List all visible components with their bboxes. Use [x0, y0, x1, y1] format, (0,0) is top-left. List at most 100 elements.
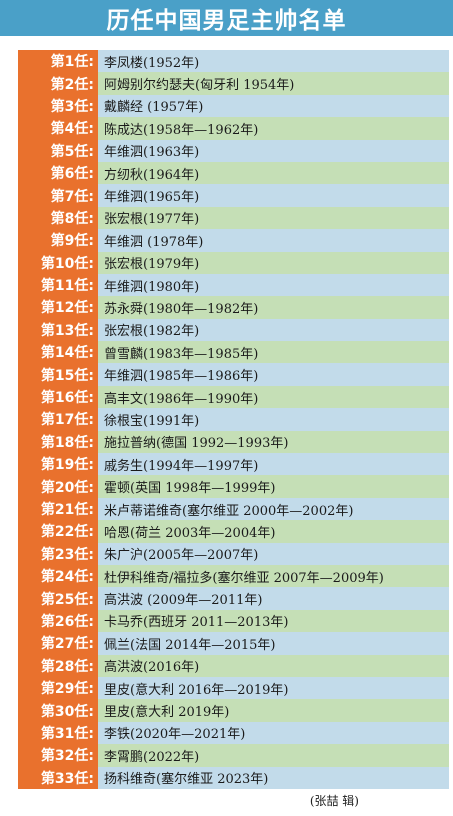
coach-number-label: 第18任: [18, 430, 98, 454]
coach-name: 方纫秋(1964年) [104, 167, 200, 183]
coach-row: 第15任: 年维泗(1985年—1986年) [18, 363, 449, 386]
coach-row: 第21任: 米卢蒂诺维奇(塞尔维亚 2000年—2002年) [18, 497, 449, 521]
coach-name: 戚务生(1994年—1997年) [104, 458, 259, 474]
coach-name: 扬科维奇(塞尔维亚 2023年) [104, 772, 269, 788]
coach-number-label: 第11任: [18, 273, 98, 297]
coach-number-label: 第19任: [18, 453, 98, 476]
coach-row: 第29任: 里皮(意大利 2016年—2019年) [18, 676, 449, 700]
coach-row: 第28任: 高洪波(2016年) [18, 654, 449, 677]
coach-name: 里皮(意大利 2016年—2019年) [104, 682, 289, 698]
coach-row: 第17任: 徐根宝(1991年) [18, 408, 449, 431]
coach-row: 第18任: 施拉普纳(德国 1992—1993年) [18, 430, 449, 454]
coach-number-label: 第14任: [18, 341, 98, 364]
coach-row: 第10任: 张宏根(1979年) [18, 251, 449, 274]
coach-number-label: 第31任: [18, 721, 98, 745]
coach-number-label: 第29任: [18, 676, 98, 700]
coach-row: 第30任: 里皮(意大利 2019年) [18, 699, 449, 722]
page-title: 历任中国男足主帅名单 [0, 0, 453, 36]
coach-name: 李霄鹏(2022年) [104, 749, 200, 765]
coach-row: 第7任: 年维泗(1965年) [18, 184, 449, 207]
coach-number-label: 第30任: [18, 699, 98, 722]
coach-name: 年维泗 (1978年) [104, 234, 204, 250]
coach-row: 第13任: 张宏根(1982年) [18, 318, 449, 342]
coach-row: 第22任: 哈恩(荷兰 2003年—2004年) [18, 520, 449, 543]
coach-row: 第26任: 卡马乔(西班牙 2011—2013年) [18, 609, 449, 633]
coach-number-label: 第24任: [18, 564, 98, 588]
coach-number-label: 第21任: [18, 497, 98, 521]
coach-name: 年维泗(1963年) [104, 145, 200, 161]
coach-name: 佩兰(法国 2014年—2015年) [104, 637, 276, 653]
coach-number-label: 第23任: [18, 542, 98, 565]
coach-name: 张宏根(1982年) [104, 324, 200, 340]
coach-number-label: 第8任: [18, 206, 98, 230]
coach-number-label: 第32任: [18, 744, 98, 767]
coach-number-label: 第15任: [18, 363, 98, 386]
coach-row: 第4任: 陈成达(1958年—1962年) [18, 117, 449, 140]
coach-number-label: 第25任: [18, 587, 98, 610]
coach-row: 第33任: 扬科维奇(塞尔维亚 2023年) [18, 766, 449, 789]
coach-number-label: 第20任: [18, 475, 98, 498]
coach-name: 哈恩(荷兰 2003年—2004年) [104, 525, 276, 541]
coach-name: 苏永舜(1980年—1982年) [104, 301, 259, 317]
coach-name: 卡马乔(西班牙 2011—2013年) [104, 615, 289, 631]
coach-name: 高洪波(2016年) [104, 660, 200, 676]
coach-number-label: 第2任: [18, 72, 98, 95]
coach-number-label: 第7任: [18, 184, 98, 207]
coach-row: 第32任: 李霄鹏(2022年) [18, 744, 449, 767]
coach-number-label: 第9任: [18, 229, 98, 252]
coach-number-label: 第12任: [18, 296, 98, 319]
coach-number-label: 第22任: [18, 520, 98, 543]
coach-row: 第31任: 李铁(2020年—2021年) [18, 721, 449, 745]
coach-number-label: 第1任: [18, 50, 98, 73]
coach-number-label: 第10任: [18, 251, 98, 274]
coach-row: 第25任: 高洪波 (2009年—2011年) [18, 587, 449, 610]
coach-number-label: 第33任: [18, 766, 98, 789]
coach-row: 第9任: 年维泗 (1978年) [18, 229, 449, 252]
coach-row: 第14任: 曾雪麟(1983年—1985年) [18, 341, 449, 364]
coach-number-label: 第6任: [18, 161, 98, 185]
coach-row: 第11任: 年维泗(1980年) [18, 273, 449, 297]
coach-row: 第6任: 方纫秋(1964年) [18, 161, 449, 185]
coach-name: 徐根宝(1991年) [104, 413, 200, 429]
coach-number-label: 第16任: [18, 385, 98, 409]
coach-row: 第12任: 苏永舜(1980年—1982年) [18, 296, 449, 319]
coach-name: 李凤楼(1952年) [104, 55, 200, 71]
coach-number-label: 第26任: [18, 609, 98, 633]
coach-name: 戴麟经 (1957年) [104, 100, 204, 116]
coach-name: 阿姆别尔约瑟夫(匈牙利 1954年) [104, 78, 295, 94]
editor-credit: (张喆 辑) [309, 794, 359, 808]
coach-row: 第23任: 朱广沪(2005年—2007年) [18, 542, 449, 565]
coach-name: 年维泗(1965年) [104, 190, 200, 206]
coach-row: 第20任: 霍顿(英国 1998年—1999年) [18, 475, 449, 498]
coach-number-label: 第4任: [18, 117, 98, 140]
coach-row: 第1任: 李凤楼(1952年) [18, 50, 449, 73]
coach-name: 年维泗(1980年) [104, 279, 200, 295]
coach-name: 霍顿(英国 1998年—1999年) [104, 481, 276, 497]
coach-row: 第19任: 戚务生(1994年—1997年) [18, 453, 449, 476]
coach-row: 第24任: 杜伊科维奇/福拉多(塞尔维亚 2007年—2009年) [18, 564, 449, 588]
coach-number-label: 第28任: [18, 654, 98, 677]
coach-name: 施拉普纳(德国 1992—1993年) [104, 436, 289, 452]
coach-name: 朱广沪(2005年—2007年) [104, 548, 259, 564]
coach-row: 第3任: 戴麟经 (1957年) [18, 94, 449, 118]
coach-name: 张宏根(1977年) [104, 212, 200, 228]
page-title-text: 历任中国男足主帅名单 [106, 8, 347, 34]
coach-name: 曾雪麟(1983年—1985年) [104, 346, 259, 362]
coach-name: 里皮(意大利 2019年) [104, 705, 230, 721]
coach-name: 张宏根(1979年) [104, 257, 200, 273]
coach-number-label: 第27任: [18, 632, 98, 655]
coach-name: 李铁(2020年—2021年) [104, 727, 246, 743]
coach-name: 陈成达(1958年—1962年) [104, 122, 259, 138]
coach-number-label: 第5任: [18, 139, 98, 162]
coach-name: 年维泗(1985年—1986年) [104, 369, 259, 385]
coach-name: 米卢蒂诺维奇(塞尔维亚 2000年—2002年) [104, 503, 354, 519]
coach-name: 高洪波 (2009年—2011年) [104, 593, 263, 609]
coach-row: 第5任: 年维泗(1963年) [18, 139, 449, 162]
coach-row: 第27任: 佩兰(法国 2014年—2015年) [18, 632, 449, 655]
coach-row: 第8任: 张宏根(1977年) [18, 206, 449, 230]
coach-list: 第1任: 李凤楼(1952年) 第2任: 阿姆别尔约瑟夫(匈牙利 1954年) 第3任:… [18, 50, 449, 789]
coach-number-label: 第17任: [18, 408, 98, 431]
coach-name: 杜伊科维奇/福拉多(塞尔维亚 2007年—2009年) [104, 570, 384, 586]
coach-row: 第2任: 阿姆别尔约瑟夫(匈牙利 1954年) [18, 72, 449, 95]
coach-number-label: 第3任: [18, 94, 98, 118]
